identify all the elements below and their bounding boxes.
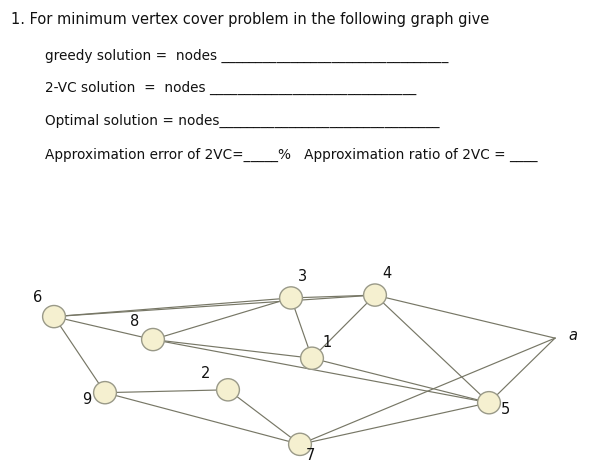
Text: greedy solution =  nodes _________________________________: greedy solution = nodes ________________…	[45, 49, 448, 63]
Text: 9: 9	[82, 393, 91, 407]
Ellipse shape	[478, 392, 500, 414]
Ellipse shape	[280, 287, 302, 309]
Text: 1. For minimum vertex cover problem in the following graph give: 1. For minimum vertex cover problem in t…	[11, 12, 489, 26]
Text: a: a	[568, 328, 577, 343]
Text: Approximation error of 2VC=_____%   Approximation ratio of 2VC = ____: Approximation error of 2VC=_____% Approx…	[45, 148, 538, 163]
Text: 4: 4	[382, 266, 391, 281]
Ellipse shape	[142, 328, 164, 350]
Text: 2-VC solution  =  nodes ______________________________: 2-VC solution = nodes __________________…	[45, 81, 416, 95]
Text: Optimal solution = nodes________________________________: Optimal solution = nodes________________…	[45, 113, 439, 128]
Text: 6: 6	[33, 290, 42, 305]
Ellipse shape	[289, 433, 311, 456]
Ellipse shape	[364, 284, 386, 306]
Ellipse shape	[301, 347, 323, 369]
Text: 1: 1	[323, 335, 332, 350]
Text: 2: 2	[201, 367, 211, 382]
Ellipse shape	[94, 382, 116, 404]
Ellipse shape	[43, 306, 65, 328]
Ellipse shape	[217, 379, 239, 401]
Text: 5: 5	[501, 401, 510, 417]
Text: 3: 3	[298, 269, 307, 284]
Text: 7: 7	[306, 448, 316, 463]
Text: 8: 8	[130, 314, 139, 329]
